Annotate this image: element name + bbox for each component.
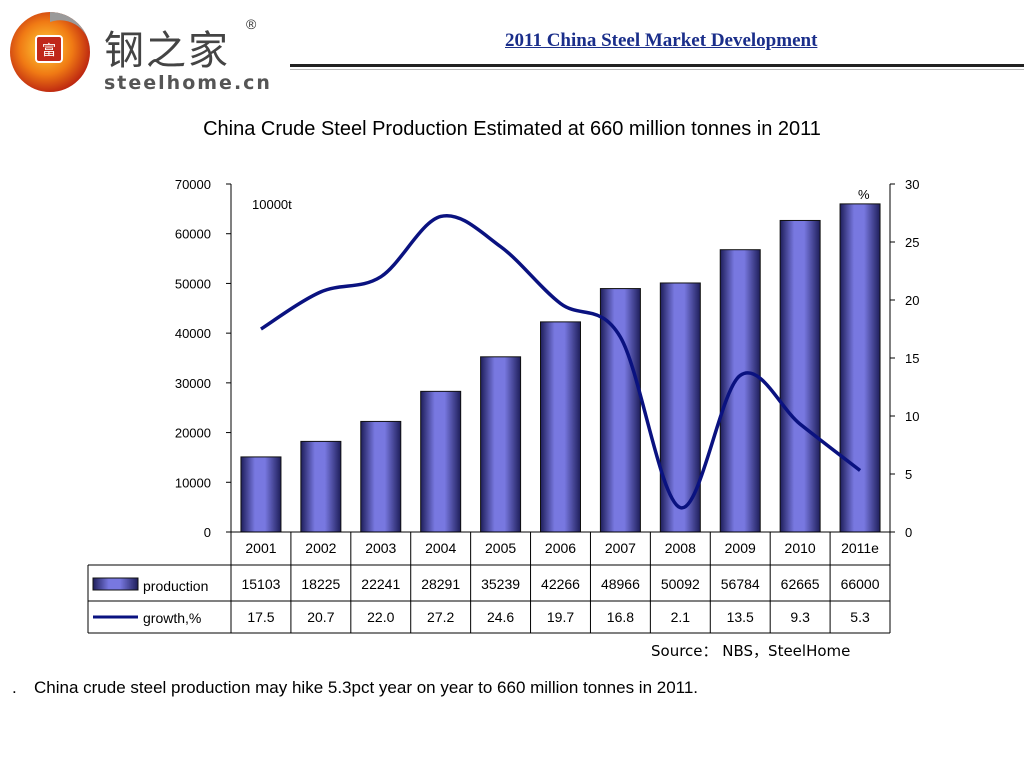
chart-title: China Crude Steel Production Estimated a… [203, 118, 821, 140]
production-bar [360, 420, 402, 533]
production-bar [779, 219, 821, 533]
category-label: 2004 [425, 540, 456, 556]
growth-value: 9.3 [790, 609, 810, 625]
growth-line [260, 213, 862, 510]
right-tick-label: 15 [905, 351, 919, 366]
growth-value: 24.6 [487, 609, 514, 625]
growth-value: 16.8 [607, 609, 634, 625]
bullet-marker: . [12, 678, 17, 697]
production-bar [839, 203, 881, 533]
category-label: 2005 [485, 540, 516, 556]
growth-value: 20.7 [307, 609, 334, 625]
left-tick-label: 60000 [175, 227, 211, 242]
left-tick-label: 20000 [175, 426, 211, 441]
production-value: 66000 [841, 576, 880, 592]
left-tick-label: 40000 [175, 326, 211, 341]
production-value: 15103 [241, 576, 280, 592]
left-unit-label: 10000t [252, 197, 292, 212]
logo-english-text: steelhome.cn [104, 72, 272, 94]
production-value: 35239 [481, 576, 520, 592]
left-tick-label: 70000 [175, 177, 211, 192]
left-tick-label: 0 [204, 525, 211, 540]
logo: 富 钢之家 ® steelhome.cn [6, 6, 281, 98]
header-title: 2011 China Steel Market Development [505, 30, 818, 51]
growth-value: 22.0 [367, 609, 394, 625]
header-divider [290, 64, 1024, 67]
summary-text: China crude steel production may hike 5.… [34, 678, 699, 697]
svg-text:富: 富 [42, 42, 56, 59]
registered-mark: ® [246, 16, 257, 32]
growth-value: 17.5 [247, 609, 274, 625]
production-value: 50092 [661, 576, 700, 592]
production-bar [420, 390, 462, 533]
production-bar [540, 321, 581, 533]
category-label: 2002 [305, 540, 336, 556]
production-value: 56784 [721, 576, 760, 592]
left-tick-label: 50000 [175, 276, 211, 291]
production-legend-swatch [92, 577, 139, 591]
right-tick-label: 30 [905, 177, 919, 192]
production-bar [240, 456, 282, 533]
production-bar [480, 356, 522, 533]
production-value: 48966 [601, 576, 640, 592]
growth-value: 27.2 [427, 609, 454, 625]
steelhome-logo-icon: 富 [10, 12, 91, 92]
production-value: 42266 [541, 576, 580, 592]
production-bar [300, 440, 342, 533]
logo-chinese-text: 钢之家 [104, 28, 230, 74]
production-legend-label: production [143, 578, 208, 594]
category-label: 2006 [545, 540, 576, 556]
left-tick-label: 30000 [175, 376, 211, 391]
right-tick-label: 0 [905, 525, 912, 540]
category-label: 2009 [725, 540, 756, 556]
category-label: 2003 [365, 540, 396, 556]
right-tick-label: 20 [905, 293, 919, 308]
growth-value: 19.7 [547, 609, 574, 625]
right-tick-label: 10 [905, 409, 919, 424]
production-value: 22241 [361, 576, 400, 592]
right-unit-label: % [858, 187, 870, 202]
production-value: 18225 [301, 576, 340, 592]
production-bar [599, 288, 641, 533]
growth-value: 13.5 [727, 609, 754, 625]
production-value: 28291 [421, 576, 460, 592]
source-note: Source： NBS，SteelHome [651, 642, 851, 660]
left-tick-label: 10000 [175, 475, 211, 490]
category-label: 2010 [785, 540, 816, 556]
category-label: 2007 [605, 540, 636, 556]
growth-value: 5.3 [850, 609, 870, 625]
right-tick-label: 5 [905, 467, 912, 482]
category-label: 2001 [245, 540, 276, 556]
category-label: 2008 [665, 540, 696, 556]
production-bar [719, 249, 761, 533]
growth-legend-label: growth,% [143, 610, 201, 626]
production-value: 62665 [781, 576, 820, 592]
category-label: 2011e [841, 540, 879, 556]
right-tick-label: 25 [905, 235, 919, 250]
growth-value: 2.1 [671, 609, 691, 625]
header-divider-thin [290, 69, 1024, 70]
